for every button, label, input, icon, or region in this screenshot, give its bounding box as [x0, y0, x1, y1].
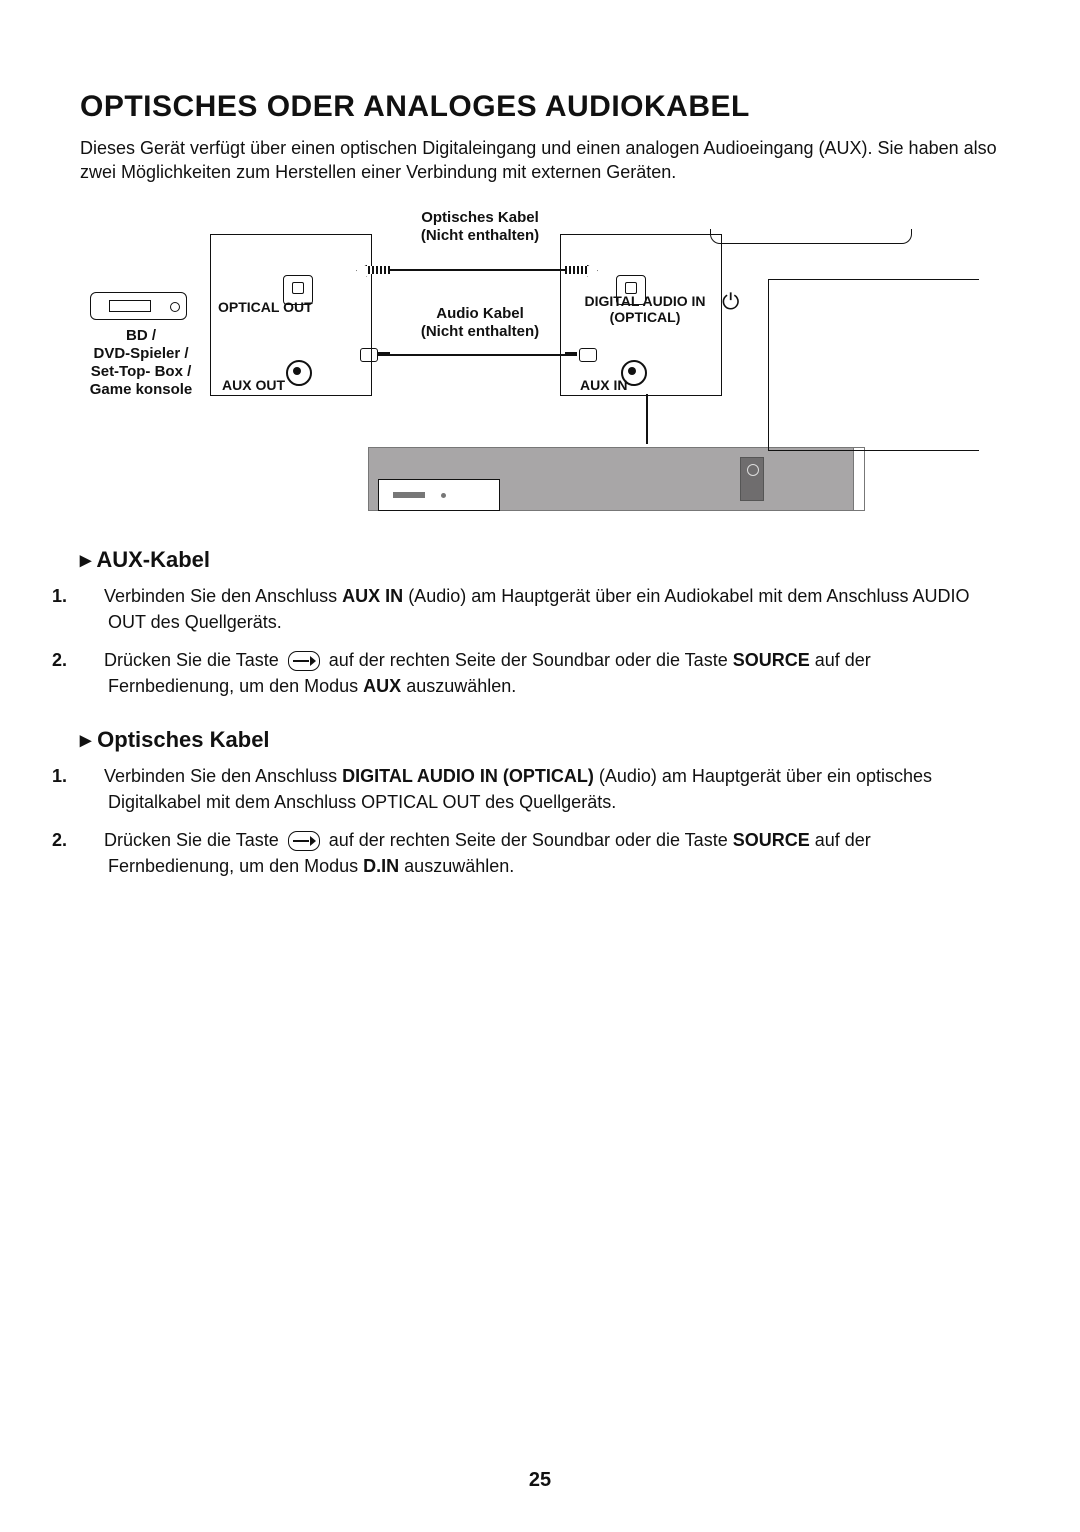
- label-optical-cable: Optisches Kabel(Nicht enthalten): [400, 209, 560, 245]
- source-button-icon: [288, 651, 320, 671]
- label-aux-in: AUX IN: [580, 377, 627, 394]
- label-source-device: BD / DVD-Spieler / Set-Top- Box / Game k…: [86, 327, 196, 399]
- intro-text: Dieses Gerät verfügt über einen optische…: [80, 136, 1000, 185]
- aux-steps: 1.Verbinden Sie den Anschluss AUX IN (Au…: [80, 583, 1000, 699]
- label-audio-cable: Audio Kabel(Nicht enthalten): [400, 305, 560, 341]
- label-aux-out: AUX OUT: [222, 377, 285, 394]
- label-digital-audio-in: DIGITAL AUDIO IN(OPTICAL): [570, 293, 720, 327]
- soundbar-panel-icon: [378, 479, 500, 511]
- aux-cable-icon: [360, 348, 390, 360]
- soundbar-usb-icon: [740, 457, 764, 501]
- source-device-icon: [90, 292, 187, 320]
- page-title: OPTISCHES ODER ANALOGES AUDIOKABEL: [80, 90, 1000, 124]
- list-item: 1.Verbinden Sie den Anschluss AUX IN (Au…: [80, 583, 1000, 635]
- connection-diagram: Optisches Kabel(Nicht enthalten) Audio K…: [90, 209, 990, 519]
- aux-out-port-icon: [286, 360, 312, 386]
- list-item: 2.Drücken Sie die Taste auf der rechten …: [80, 827, 1000, 879]
- list-item: 2.Drücken Sie die Taste auf der rechten …: [80, 647, 1000, 699]
- label-optical-out: OPTICAL OUT: [218, 299, 313, 316]
- source-button-icon: [288, 831, 320, 851]
- tv-icon: [710, 229, 990, 451]
- power-icon: ⏻: [722, 289, 739, 315]
- optical-steps: 1.Verbinden Sie den Anschluss DIGITAL AU…: [80, 763, 1000, 879]
- heading-optical: ▸ Optisches Kabel: [80, 727, 1000, 753]
- heading-aux: ▸ AUX-Kabel: [80, 547, 1000, 573]
- list-item: 1.Verbinden Sie den Anschluss DIGITAL AU…: [80, 763, 1000, 815]
- manual-page: OPTISCHES ODER ANALOGES AUDIOKABEL Diese…: [0, 0, 1080, 1532]
- page-number: 25: [0, 1469, 1080, 1492]
